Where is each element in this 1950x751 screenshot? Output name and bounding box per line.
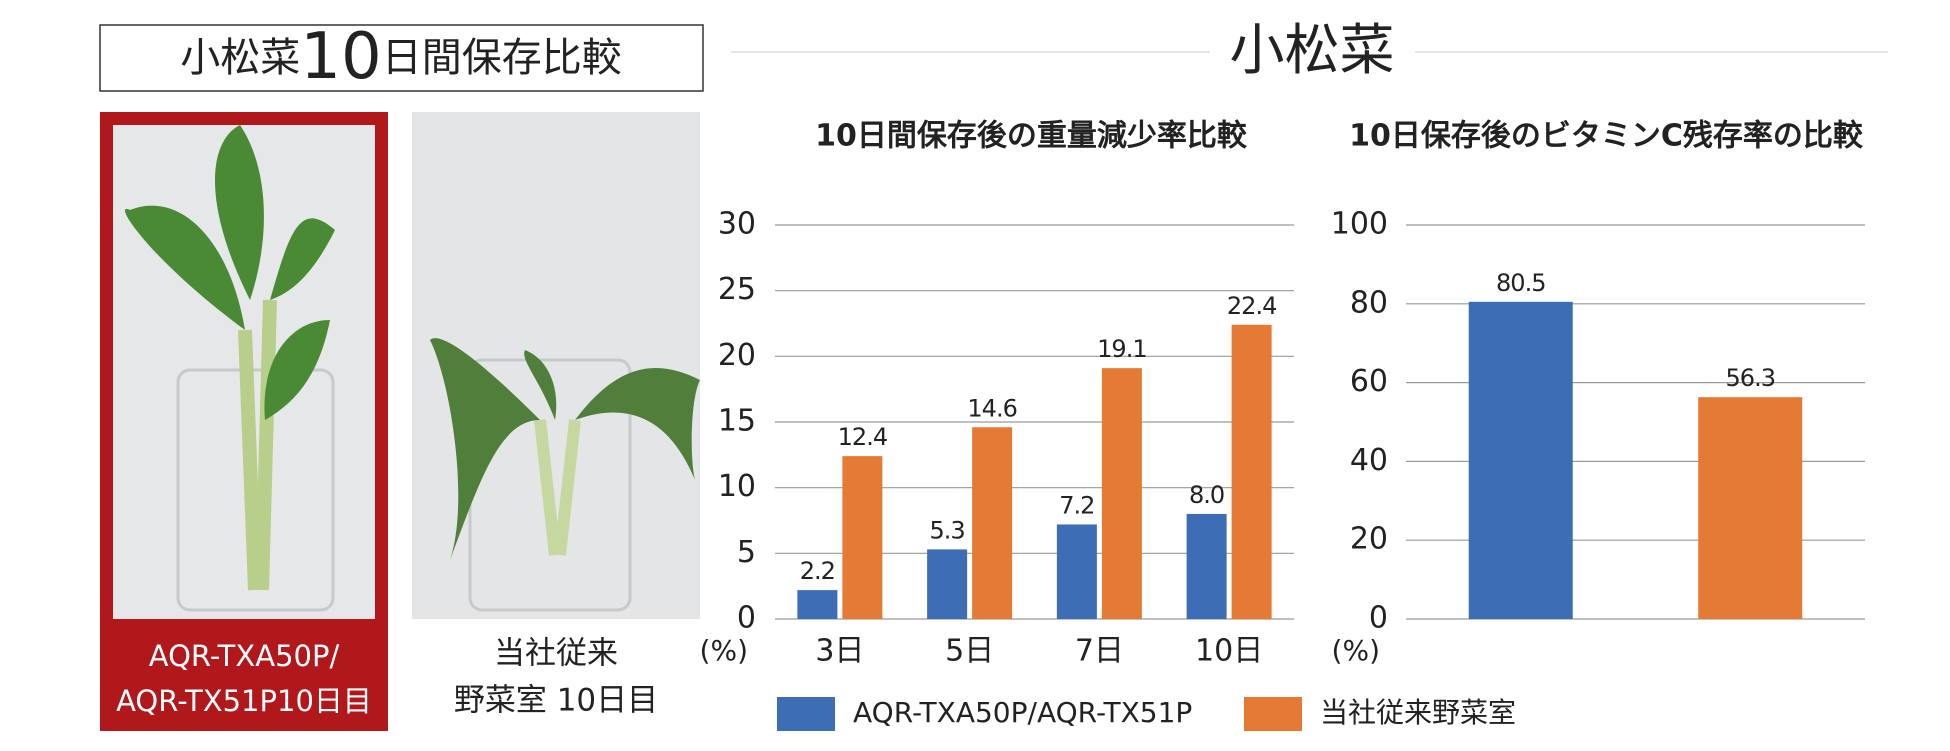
y-tick-label: 0 — [1369, 601, 1388, 636]
value-label: 56.3 — [1726, 364, 1775, 392]
heading: 小松菜 — [1229, 18, 1394, 82]
legend-label: 当社従来野菜室 — [1320, 696, 1516, 729]
legend-swatch — [1244, 697, 1302, 731]
value-label: 5.3 — [930, 516, 965, 544]
y-tick-label: 100 — [1331, 207, 1388, 242]
x-tick-label: 10日 — [1195, 634, 1263, 669]
legend-label: AQR-TXA50P/AQR-TX51P — [853, 696, 1192, 729]
title-box — [99, 24, 704, 92]
title-part: 日間保存比較 — [382, 35, 622, 81]
bar — [797, 590, 838, 619]
value-label: 2.2 — [800, 557, 835, 585]
chart-title: 10日間保存後の重量減少率比較 — [815, 119, 1248, 154]
bar — [927, 549, 968, 619]
bar — [1468, 301, 1573, 619]
x-tick-label: 3日 — [815, 634, 864, 669]
bar — [1698, 397, 1803, 619]
stem — [238, 299, 277, 591]
bar — [972, 427, 1013, 619]
title-part: 小松菜 — [180, 35, 300, 81]
y-unit: (%) — [700, 634, 748, 667]
photo-label: 当社従来 — [494, 636, 618, 672]
y-tick-label: 20 — [718, 338, 756, 373]
y-tick-label: 0 — [737, 601, 756, 636]
photo-label: 野菜室 10日目 — [454, 683, 658, 719]
y-tick-label: 15 — [718, 404, 756, 439]
leaf — [124, 125, 335, 420]
y-tick-label: 80 — [1350, 285, 1388, 320]
value-label: 8.0 — [1189, 481, 1224, 509]
x-tick-label: 5日 — [945, 634, 994, 669]
value-label: 19.1 — [1097, 335, 1146, 363]
title: 小松菜10日間保存比較 — [180, 20, 621, 94]
y-tick-label: 5 — [737, 535, 756, 570]
value-label: 14.6 — [967, 394, 1016, 422]
legend-swatch — [777, 697, 835, 731]
stem — [534, 419, 581, 556]
value-label: 22.4 — [1227, 292, 1276, 320]
bar — [1231, 324, 1272, 619]
glass — [176, 368, 335, 612]
value-label: 12.4 — [838, 423, 887, 451]
y-tick-label: 25 — [718, 272, 756, 307]
photo-label: AQR-TX51P10日目 — [116, 684, 372, 718]
bar — [1101, 368, 1142, 619]
leaf — [430, 338, 700, 560]
y-unit: (%) — [1332, 634, 1380, 667]
title-part: 10 — [300, 20, 381, 94]
value-label: 7.2 — [1059, 491, 1094, 519]
bar — [1186, 513, 1227, 619]
bar — [1056, 524, 1097, 619]
value-label: 80.5 — [1496, 269, 1545, 297]
y-tick-label: 40 — [1350, 443, 1388, 478]
chart-title: 10日保存後のビタミンC残存率の比較 — [1349, 119, 1864, 154]
y-tick-label: 30 — [718, 207, 756, 242]
y-tick-label: 10 — [718, 469, 756, 504]
bar — [842, 456, 883, 619]
y-tick-label: 60 — [1350, 364, 1388, 399]
x-tick-label: 7日 — [1075, 634, 1124, 669]
photo-label: AQR-TXA50P/ — [149, 639, 340, 673]
y-tick-label: 20 — [1350, 522, 1388, 557]
